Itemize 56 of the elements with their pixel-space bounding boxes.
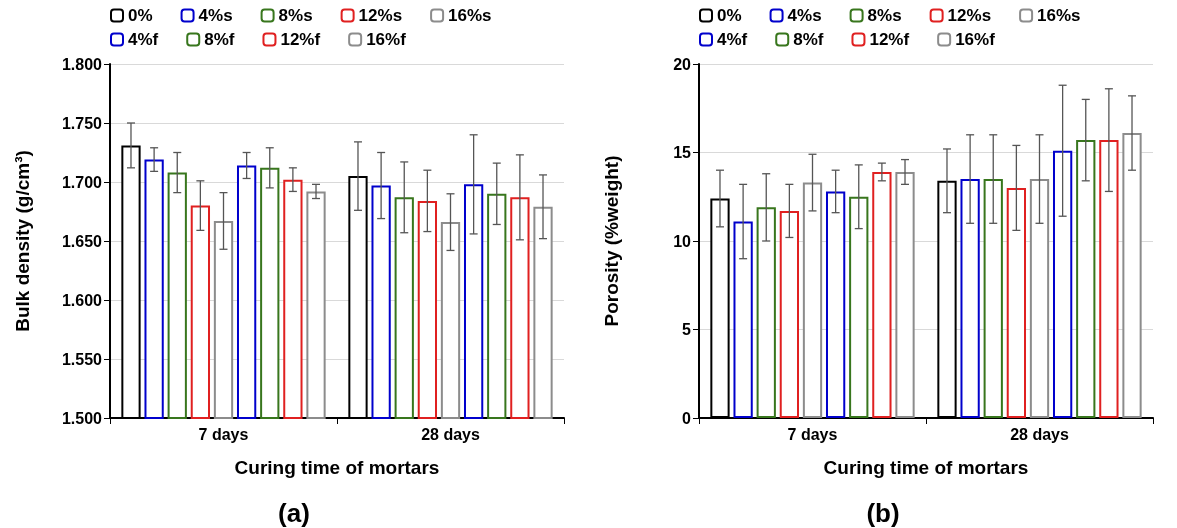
bar bbox=[779, 210, 800, 418]
legend-label: 12%f bbox=[869, 30, 910, 49]
y-tick-label: 1.650 bbox=[61, 232, 103, 250]
bar bbox=[802, 182, 823, 418]
legend-label: 0% bbox=[717, 6, 742, 25]
legend-label: 4%s bbox=[787, 6, 822, 25]
legend-label: 8%s bbox=[278, 6, 313, 25]
bar bbox=[1099, 140, 1119, 418]
legend-label: 12%f bbox=[280, 30, 321, 49]
legend-label: 16%s bbox=[448, 6, 492, 25]
x-axis-title: Curing time of mortars bbox=[823, 457, 1029, 478]
legend-label: 16%f bbox=[955, 30, 996, 49]
bar bbox=[960, 179, 980, 418]
legend-label: 16%s bbox=[1037, 6, 1081, 25]
y-tick-label: 1.700 bbox=[61, 173, 103, 191]
y-tick-label: 0 bbox=[682, 409, 692, 427]
y-tick-label: 20 bbox=[673, 55, 692, 73]
bar bbox=[849, 196, 869, 418]
legend-label: 8%s bbox=[867, 6, 902, 25]
x-axis-title: Curing time of mortars bbox=[234, 457, 440, 478]
x-tick-label: 28 days bbox=[421, 425, 480, 443]
legend-label: 4%f bbox=[717, 30, 748, 49]
bar bbox=[1052, 150, 1073, 418]
y-tick-label: 1.600 bbox=[61, 291, 103, 309]
legend-label: 12%s bbox=[947, 6, 992, 25]
text: (b) bbox=[866, 498, 900, 528]
bar bbox=[825, 191, 846, 418]
bar bbox=[1029, 179, 1050, 418]
bar bbox=[983, 179, 1003, 418]
bar bbox=[872, 171, 892, 418]
x-tick-label: 7 days bbox=[787, 425, 838, 443]
legend-label: 12%s bbox=[358, 6, 403, 25]
bar bbox=[1006, 187, 1027, 418]
text: (a) bbox=[278, 498, 310, 528]
legend-label: 4%s bbox=[198, 6, 233, 25]
y-tick-label: 5 bbox=[682, 321, 692, 338]
bar bbox=[895, 171, 915, 418]
legend-label: 0% bbox=[128, 6, 153, 25]
y-tick-label: 1.500 bbox=[61, 409, 103, 427]
bar bbox=[1076, 140, 1096, 418]
legend-label: 8%f bbox=[204, 30, 235, 49]
x-tick-label: 28 days bbox=[1010, 425, 1069, 443]
y-tick-label: 1.550 bbox=[61, 350, 103, 368]
y-axis-title: Porosity (%weight) bbox=[601, 155, 622, 327]
y-tick-label: 1.750 bbox=[61, 114, 103, 132]
legend-label: 16%f bbox=[366, 30, 407, 49]
y-tick-label: 1.800 bbox=[61, 55, 103, 73]
bar bbox=[733, 221, 753, 418]
x-tick-label: 7 days bbox=[198, 425, 249, 443]
legend-label: 4%f bbox=[128, 30, 159, 49]
y-axis-title: Bulk density (g/cm³) bbox=[12, 150, 33, 332]
bar bbox=[756, 207, 776, 418]
y-tick-label: 10 bbox=[673, 232, 692, 250]
bar bbox=[1122, 133, 1142, 418]
legend-label: 8%f bbox=[793, 30, 824, 49]
y-tick-label: 15 bbox=[673, 144, 692, 161]
